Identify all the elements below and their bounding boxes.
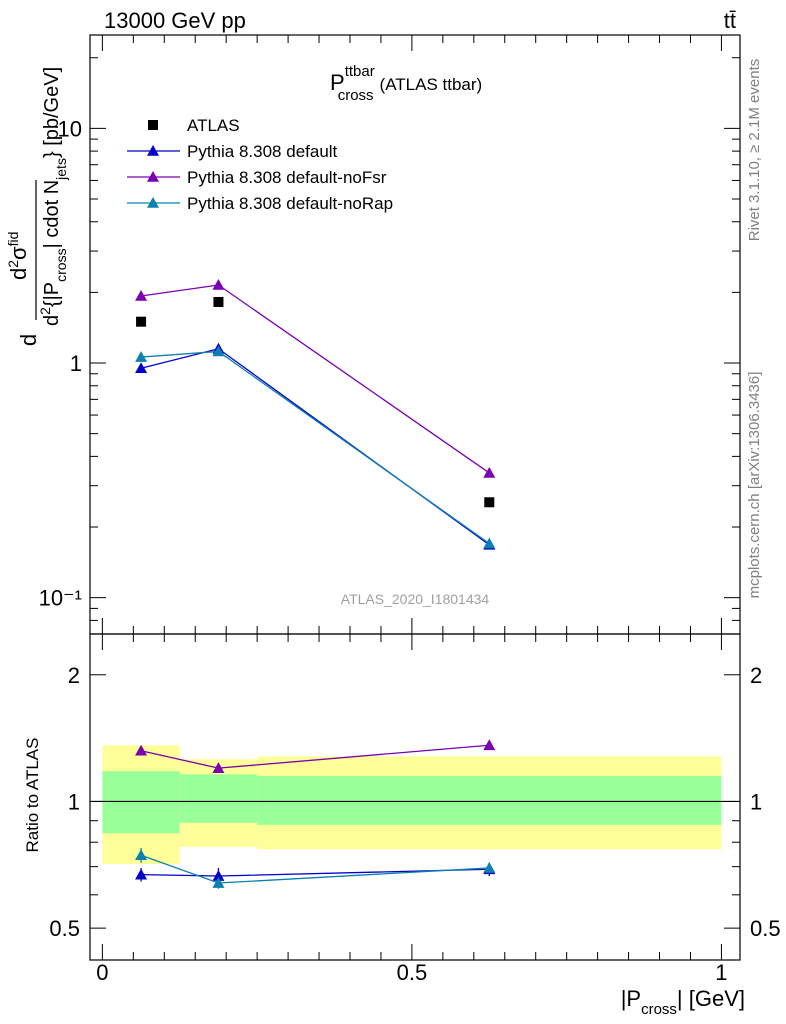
stat-uncertainty-band — [179, 774, 258, 823]
header-right-label: tt̄ — [724, 8, 736, 33]
legend-marker — [148, 120, 158, 130]
main-series-layer — [135, 279, 496, 550]
ratio-y-tick-label-left: 2 — [68, 663, 80, 688]
x-tick-label: 0 — [96, 960, 108, 985]
ratio-point — [212, 877, 225, 888]
mcplots-label: mcplots.cern.ch [arXiv:1306.3436] — [746, 372, 763, 599]
ratio-uncertainty-bands — [90, 745, 740, 865]
ratio-point — [135, 744, 148, 756]
ratio-series-2 — [135, 848, 496, 889]
ratio-point — [483, 739, 496, 751]
ratio-point — [483, 861, 496, 873]
legend-item: Pythia 8.308 default-noRap — [127, 194, 393, 213]
x-tick-label: 0.5 — [397, 960, 428, 985]
data-point — [135, 351, 148, 362]
ratio-y-tick-label-right: 2 — [750, 663, 762, 688]
ratio-point — [135, 868, 148, 880]
legend-label: Pythia 8.308 default-noRap — [187, 194, 393, 213]
series-line — [140, 348, 490, 546]
data-point — [135, 290, 148, 301]
ratio-y-tick-label-left: 0.5 — [49, 916, 80, 941]
stat-uncertainty-band — [102, 771, 180, 834]
legend-marker — [147, 197, 159, 208]
y-label-numerator: d2σfid — [5, 232, 31, 280]
data-point — [136, 316, 147, 327]
ratio-point — [212, 762, 225, 773]
axes-layer: 10⁻¹ 1 10 0.5 0.5 1 1 2 2 0 0.5 1 — [39, 34, 781, 985]
series-3 — [135, 345, 496, 549]
data-point — [484, 497, 495, 508]
x-tick-label: 1 — [715, 960, 727, 985]
ratio-frame — [89, 633, 741, 961]
legend: ATLAS Pythia 8.308 default Pythia 8.308 de… — [127, 116, 393, 213]
main-y-tick-label: 10⁻¹ — [39, 586, 82, 611]
legend-item: ATLAS — [148, 116, 240, 135]
ratio-y-tick-label-right: 1 — [750, 789, 762, 814]
data-point — [483, 466, 496, 478]
data-point — [483, 537, 496, 549]
legend-label: ATLAS — [187, 116, 240, 135]
y-label-denominator: d2{|Pcross| cdot Njets} [pb/GeV] — [37, 67, 69, 326]
ratio-y-axis-label: Ratio to ATLAS — [23, 738, 42, 853]
analysis-watermark: ATLAS_2020_I1801434 — [341, 591, 490, 607]
legend-marker — [147, 171, 159, 182]
data-point — [212, 279, 225, 290]
ratio-series-layer — [135, 739, 496, 889]
legend-label: Pythia 8.308 default-noFsr — [187, 168, 387, 187]
ratio-series-0 — [135, 862, 496, 885]
ratio-point — [212, 870, 225, 881]
ratio-line — [140, 854, 490, 884]
legend-item: Pythia 8.308 default — [127, 142, 338, 161]
series-line — [141, 350, 490, 545]
ratio-point — [135, 849, 148, 861]
main-y-tick-label: 1 — [70, 351, 82, 376]
series-2 — [135, 279, 496, 478]
ratio-y-tick-label-left: 1 — [68, 789, 80, 814]
x-axis-label: |Pcross| [GeV] — [621, 986, 745, 1018]
legend-label: Pythia 8.308 default — [187, 142, 338, 161]
stat-uncertainty-band — [257, 775, 722, 825]
ratio-y-tick-label-right: 0.5 — [750, 916, 781, 941]
ratio-series-1 — [135, 739, 496, 773]
data-point — [213, 296, 224, 307]
rivet-version-label: Rivet 3.1.10, ≥ 2.1M events — [746, 59, 763, 242]
main-y-axis-label: d d2σfid d2{|Pcross| cdot Njets} [pb/GeV… — [5, 67, 69, 346]
series-line — [140, 284, 490, 474]
series-0 — [136, 296, 495, 508]
legend-item: Pythia 8.308 default-noFsr — [127, 168, 387, 187]
main-y-tick-label: 10 — [58, 116, 82, 141]
legend-marker — [147, 145, 159, 156]
data-point — [212, 345, 225, 357]
series-1 — [135, 342, 496, 550]
data-point — [135, 362, 148, 374]
plot-title: Pttbar cross(ATLAS ttbar) — [330, 63, 482, 104]
header-left-label: 13000 GeV pp — [104, 8, 246, 33]
svg-text:d: d — [16, 334, 41, 346]
